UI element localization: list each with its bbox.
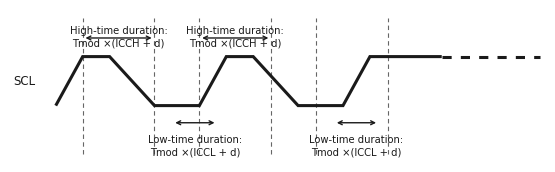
Text: High-time duration:
Tmod ×(ICCH + d): High-time duration: Tmod ×(ICCH + d) <box>70 26 168 49</box>
Text: High-time duration:
Tmod ×(ICCH + d): High-time duration: Tmod ×(ICCH + d) <box>186 26 284 49</box>
Text: Low-time duration:
Tmod ×(ICCL + d): Low-time duration: Tmod ×(ICCL + d) <box>309 135 403 157</box>
Text: Low-time duration:
Tmod ×(ICCL + d): Low-time duration: Tmod ×(ICCL + d) <box>148 135 242 157</box>
Text: SCL: SCL <box>13 75 36 88</box>
